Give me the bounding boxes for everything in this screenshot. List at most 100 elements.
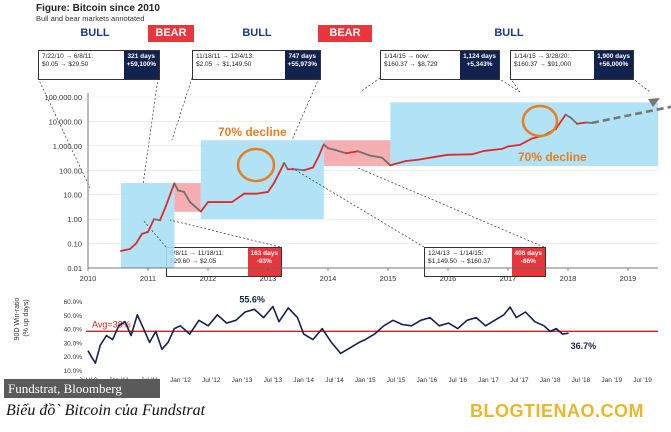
win-x-tick-label: Jul '16	[448, 377, 467, 384]
price-segment	[189, 201, 202, 213]
x-tick-label: 2018	[560, 274, 577, 283]
leader-line	[171, 77, 193, 141]
win-x-tick-label: Jul '17	[510, 377, 529, 384]
win-x-tick-label: Jan '15	[355, 377, 376, 384]
win-x-tick-label: Jul '18	[572, 377, 591, 384]
figure-subtitle: Bull and bear markets annotated	[36, 14, 145, 23]
annotation-change: +56,000%	[598, 61, 629, 68]
win-peak-label: 55.6%	[239, 295, 265, 305]
price-segment	[199, 201, 209, 213]
price-segment	[471, 150, 485, 156]
y-tick-label: 100.00	[59, 166, 82, 175]
y-tick-label: 100,000.00	[44, 93, 82, 102]
price-segment	[183, 191, 191, 203]
annotation-bull-2011: 11/18/11 → 12/4/13: $2.05 → $1,149.50 747…	[192, 50, 321, 80]
leader-line	[37, 77, 91, 189]
watermark: BLOGTIENAO.COM	[470, 401, 644, 421]
price-segment	[153, 218, 161, 222]
cycle-label-bull-2: BULL	[242, 27, 272, 39]
win-x-tick-label: Jan '12	[170, 377, 191, 384]
cycle-label-bull-1: BULL	[80, 27, 110, 39]
annotation-change: +59,100%	[126, 61, 156, 68]
win-ylabel-line2: (% up days)	[23, 299, 30, 336]
win-x-tick-label: Jul '19	[633, 377, 652, 384]
source-label: Fundstrat, Bloomberg	[4, 379, 160, 398]
x-tick-label: 2015	[380, 274, 397, 283]
price-segment	[141, 231, 149, 235]
annotation-change: +5,343%	[466, 61, 493, 68]
win-x-tick-label: Jul '14	[325, 377, 344, 384]
win-ratio-line	[87, 305, 569, 364]
win-y-tick-label: 40.0%	[64, 327, 83, 334]
caption: Biểu đồ` Bitcoin của Fundstrat	[6, 402, 206, 419]
price-segment	[417, 155, 437, 161]
annotation-prices: $2.05 → $1,149.50	[196, 61, 252, 68]
leader-line	[497, 77, 521, 93]
annotation-bull-2010: 7/22/10 → 6/8/11: $0.05 → $29.50 321 days…	[38, 50, 160, 80]
price-segment	[327, 147, 335, 151]
price-segment	[405, 158, 419, 162]
leader-line	[357, 167, 545, 248]
win-ratio-ylabel: 90D Win-ratio (% up days)	[14, 296, 30, 341]
win-y-tick-label: 30.0%	[64, 340, 83, 347]
price-chart: 100,000.00 10,000.00 1,000.00 100.00 10.00 1.…	[37, 77, 671, 283]
average-label: Avg=38%	[92, 319, 131, 329]
win-x-tick-label: Jan '18	[540, 377, 561, 384]
price-segment	[333, 148, 347, 155]
price-segment	[120, 248, 131, 252]
price-segment	[345, 150, 359, 155]
annotation-days: 1,124 days	[463, 53, 496, 60]
price-segment	[177, 189, 185, 193]
price-segment	[564, 113, 572, 119]
x-tick-label: 2013	[260, 274, 277, 283]
win-y-tick-label: 60.0%	[64, 299, 83, 306]
x-tick-label: 2010	[80, 274, 97, 283]
price-segment	[294, 168, 305, 172]
annotation-bear-2013: 12/4/13 → 1/14/15: $1,149.50 → $160.37 40…	[424, 247, 546, 277]
price-segment	[555, 113, 567, 130]
win-latest-label: 36.7%	[571, 341, 597, 351]
win-x-tick-label: Jan '16	[417, 377, 438, 384]
x-tick-label: 2012	[200, 274, 217, 283]
annotation-bear-2011: 6/8/11 → 11/18/11: $29.60 → $2.05 163 day…	[166, 247, 282, 277]
leader-line	[169, 219, 281, 248]
win-y-tick-label: 50.0%	[64, 313, 83, 320]
projection-line	[591, 105, 671, 125]
price-segment	[435, 153, 449, 158]
win-ratio-chart: 60.0%50.0%40.0%30.0%20.0%10.0%Jul '10Jan…	[14, 295, 658, 384]
price-segment	[501, 145, 509, 150]
cycle-label-bear-1: BEAR	[148, 25, 194, 42]
shade-bear-2013.93	[323, 140, 391, 166]
cycle-label-bull-3: BULL	[494, 27, 524, 39]
annotation-dates: 1/14/15 → 3/28/20:	[514, 53, 570, 60]
price-segment	[357, 150, 371, 157]
price-segment	[173, 182, 179, 192]
annotation-prices: $160.37 → $8,729	[384, 61, 438, 68]
annotation-days: 406 days	[514, 250, 542, 257]
price-segment	[267, 182, 275, 193]
decline-label-2018: 70% decline	[518, 150, 587, 164]
price-segment	[283, 162, 289, 171]
price-segment	[381, 156, 392, 167]
annotation-change: -86%	[520, 258, 536, 265]
win-ylabel-line1: 90D Win-ratio	[14, 297, 21, 340]
annotation-dates: 11/18/11 → 12/4/13:	[196, 53, 254, 60]
price-segment	[147, 218, 155, 233]
price-segment	[231, 192, 245, 203]
win-x-tick-label: Jan '13	[232, 377, 253, 384]
x-tick-label: 2014	[320, 274, 337, 283]
y-tick-label: 1.00	[67, 215, 82, 224]
y-tick-label: 0.01	[67, 264, 82, 273]
win-y-tick-label: 20.0%	[64, 354, 83, 361]
price-segment	[322, 143, 329, 150]
price-segment	[483, 148, 503, 152]
annotation-bull-projection: 1/14/15 → 3/28/20: $160.37 → $91,000 1,90…	[510, 50, 634, 80]
annotation-change: +55,973%	[287, 61, 317, 68]
decline-circle	[521, 104, 559, 138]
annotation-prices: $0.05 → $29.50	[42, 61, 89, 68]
win-x-tick-label: Jul '12	[202, 377, 221, 384]
price-segment	[303, 166, 314, 172]
decline-label-2013: 70% decline	[218, 125, 287, 139]
price-segment	[255, 191, 269, 195]
y-tick-label: 10,000.00	[49, 117, 82, 126]
